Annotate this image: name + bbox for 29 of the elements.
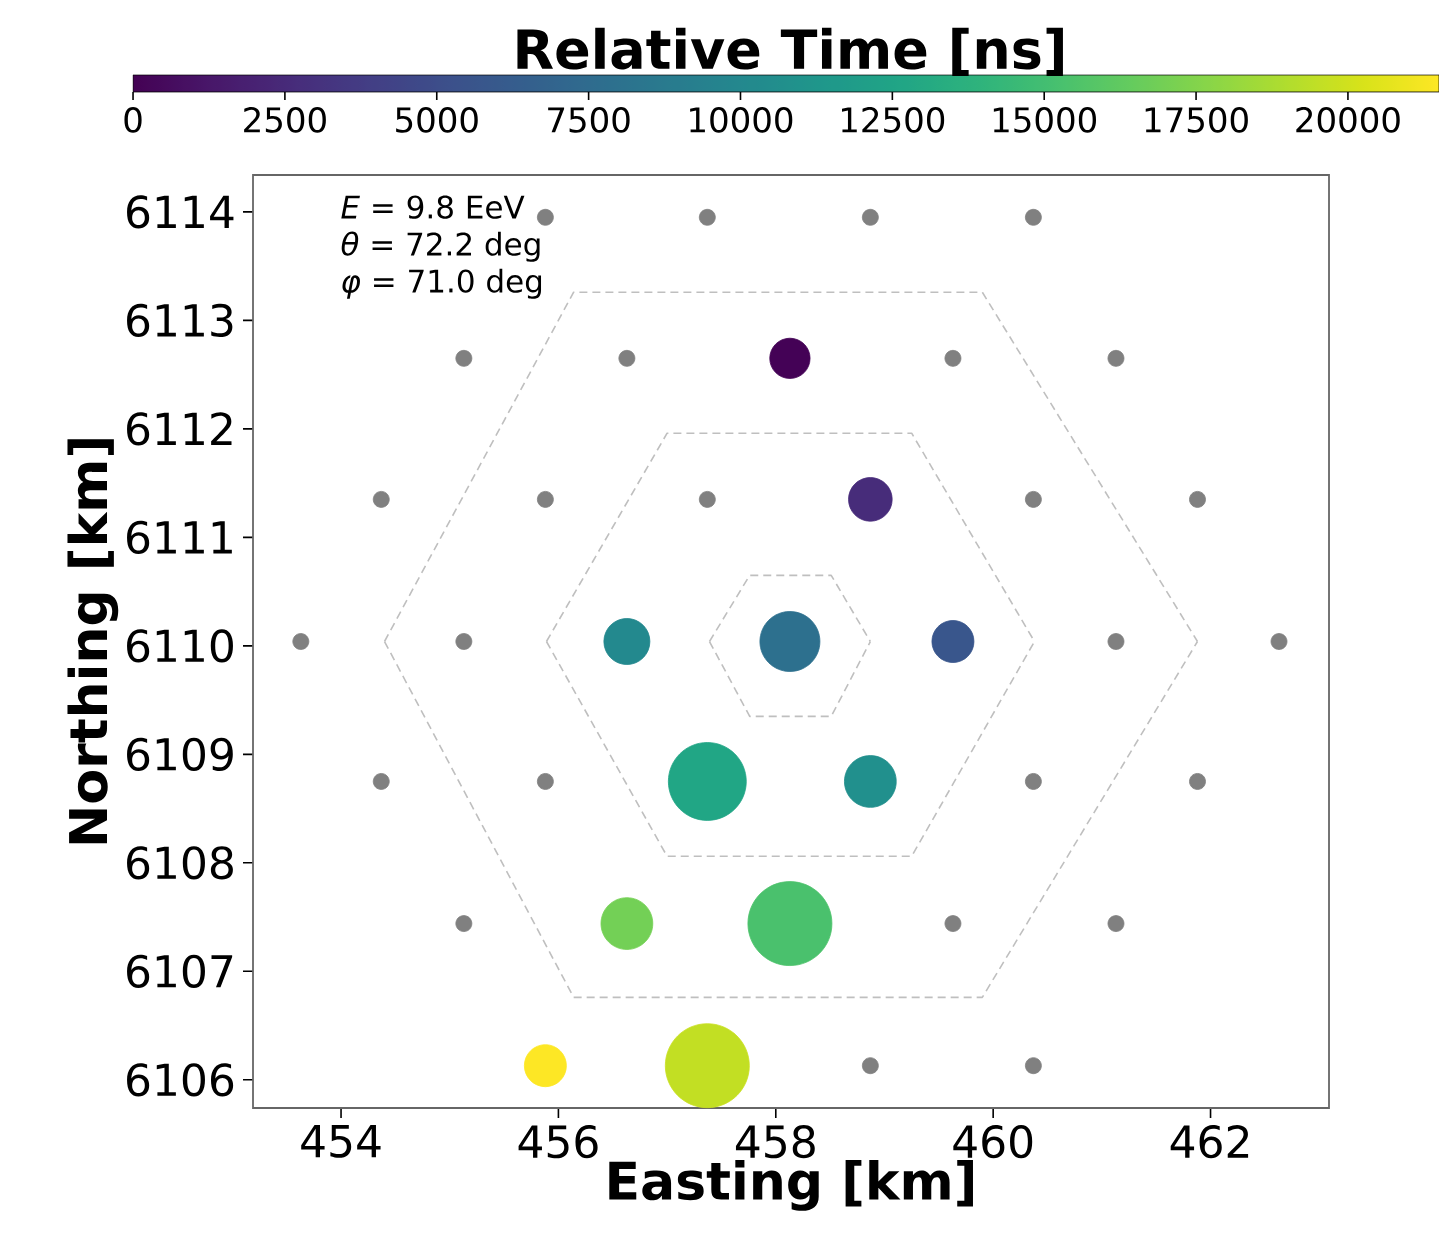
color-bar-label: 7500	[548, 107, 630, 133]
x-tick-label: 454	[301, 1125, 381, 1158]
x-tick-label: 458	[735, 1125, 815, 1159]
color-bar-label: 12500	[842, 107, 945, 133]
y-tick-label: 6113	[127, 303, 233, 338]
color-bar-label: 10000	[690, 107, 793, 133]
color-bar-label: 2500	[244, 107, 326, 133]
y-tick-label: 6108	[127, 846, 233, 880]
y-tick-label: 6110	[127, 629, 233, 663]
annotation: E = 9.8 EeV	[341, 195, 525, 219]
annotation: θ = 72.2 deg	[341, 231, 540, 262]
color-bar-label: 0	[124, 107, 142, 133]
x-axis-title: Easting [km]	[609, 1160, 973, 1211]
annotation: φ = 71.0 deg	[342, 268, 542, 299]
color-bar-label: 15000	[993, 107, 1097, 133]
y-axis-title: Northing [km]	[67, 439, 119, 844]
y-tick-label: 6114	[127, 195, 234, 229]
color-bar-label: 17500	[1145, 107, 1248, 133]
color-bar-label: 5000	[396, 107, 478, 133]
y-tick-label: 6109	[127, 737, 233, 771]
y-tick-label: 6112	[127, 412, 232, 446]
color-bar-label: 20000	[1296, 107, 1400, 133]
x-tick-label: 456	[518, 1125, 598, 1159]
y-tick-label: 6106	[127, 1063, 234, 1097]
y-tick-label: 6107	[127, 954, 233, 988]
x-tick-label: 462	[1170, 1125, 1249, 1159]
x-tick-label: 460	[953, 1125, 1033, 1159]
y-tick-label: 6111	[127, 520, 232, 554]
color-bar-title: Relative Time [ns]	[517, 27, 1063, 76]
